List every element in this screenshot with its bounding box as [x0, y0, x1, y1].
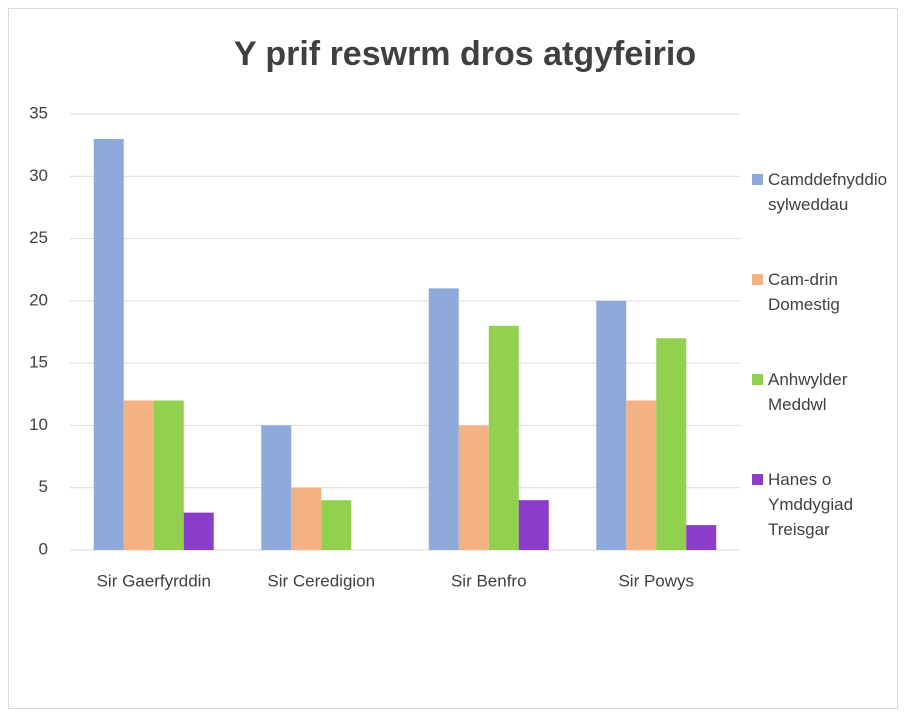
x-tick-label: Sir Gaerfyrddin: [97, 571, 211, 590]
x-tick-label: Sir Benfro: [451, 571, 527, 590]
bar: [626, 400, 657, 550]
y-tick-label: 30: [29, 166, 48, 185]
x-tick-label: Sir Powys: [618, 571, 694, 590]
chart-title: Y prif reswrm dros atgyfeirio: [234, 35, 696, 73]
bar: [183, 512, 214, 550]
legend-label: Camddefnyddio sylweddau: [768, 170, 888, 214]
legend-label: Hanes o Ymddygiad Treisgar: [768, 470, 854, 539]
chart-border: [8, 8, 898, 709]
bar: [261, 425, 292, 550]
bar: [428, 288, 459, 550]
bar: [458, 425, 489, 550]
bar: [488, 325, 519, 550]
bar: [596, 300, 627, 550]
legend-item: Anhwylder Meddwl: [752, 367, 892, 417]
y-tick-label: 15: [29, 353, 48, 372]
legend-item: Cam-drin Domestig: [752, 267, 892, 317]
y-tick-label: 0: [39, 539, 48, 558]
legend-swatch: [752, 274, 763, 285]
bar: [123, 400, 154, 550]
y-tick-label: 5: [39, 477, 48, 496]
y-tick-label: 10: [29, 415, 48, 434]
y-tick-label: 25: [29, 228, 48, 247]
legend-item: Camddefnyddio sylweddau: [752, 167, 892, 217]
y-tick-label: 35: [29, 103, 48, 122]
legend-label: Cam-drin Domestig: [768, 270, 840, 314]
legend-swatch: [752, 174, 763, 185]
legend-item: Hanes o Ymddygiad Treisgar: [752, 467, 892, 542]
legend-label: Anhwylder Meddwl: [768, 370, 848, 414]
y-tick-label: 20: [29, 290, 48, 309]
bar: [93, 138, 124, 550]
legend-swatch: [752, 374, 763, 385]
bar: [656, 338, 687, 550]
bar: [321, 500, 352, 550]
x-tick-label: Sir Ceredigion: [267, 571, 375, 590]
bar: [153, 400, 184, 550]
bar: [686, 525, 717, 550]
bar: [518, 500, 549, 550]
legend-swatch: [752, 474, 763, 485]
bar: [291, 487, 322, 550]
